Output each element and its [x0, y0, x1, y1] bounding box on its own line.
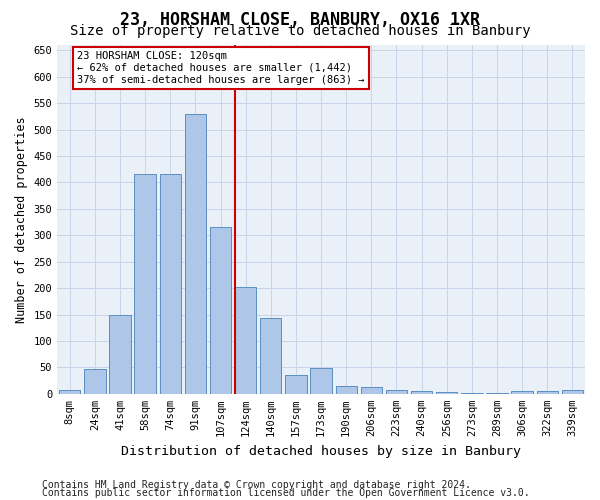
Bar — [285, 376, 307, 394]
Bar — [134, 174, 156, 394]
Bar — [361, 387, 382, 394]
Bar — [436, 392, 457, 394]
Bar — [260, 318, 281, 394]
Bar — [160, 174, 181, 394]
Y-axis label: Number of detached properties: Number of detached properties — [15, 116, 28, 322]
Text: Contains public sector information licensed under the Open Government Licence v3: Contains public sector information licen… — [42, 488, 530, 498]
X-axis label: Distribution of detached houses by size in Banbury: Distribution of detached houses by size … — [121, 444, 521, 458]
Bar — [562, 390, 583, 394]
Text: 23 HORSHAM CLOSE: 120sqm
← 62% of detached houses are smaller (1,442)
37% of sem: 23 HORSHAM CLOSE: 120sqm ← 62% of detach… — [77, 52, 365, 84]
Bar — [386, 390, 407, 394]
Bar — [411, 391, 433, 394]
Bar — [536, 390, 558, 394]
Bar — [335, 386, 357, 394]
Bar — [310, 368, 332, 394]
Text: Contains HM Land Registry data © Crown copyright and database right 2024.: Contains HM Land Registry data © Crown c… — [42, 480, 471, 490]
Bar — [84, 370, 106, 394]
Bar — [185, 114, 206, 394]
Bar — [235, 286, 256, 394]
Bar — [109, 314, 131, 394]
Bar — [59, 390, 80, 394]
Text: 23, HORSHAM CLOSE, BANBURY, OX16 1XR: 23, HORSHAM CLOSE, BANBURY, OX16 1XR — [120, 11, 480, 29]
Bar — [461, 392, 482, 394]
Bar — [511, 390, 533, 394]
Text: Size of property relative to detached houses in Banbury: Size of property relative to detached ho… — [70, 24, 530, 38]
Bar — [210, 228, 231, 394]
